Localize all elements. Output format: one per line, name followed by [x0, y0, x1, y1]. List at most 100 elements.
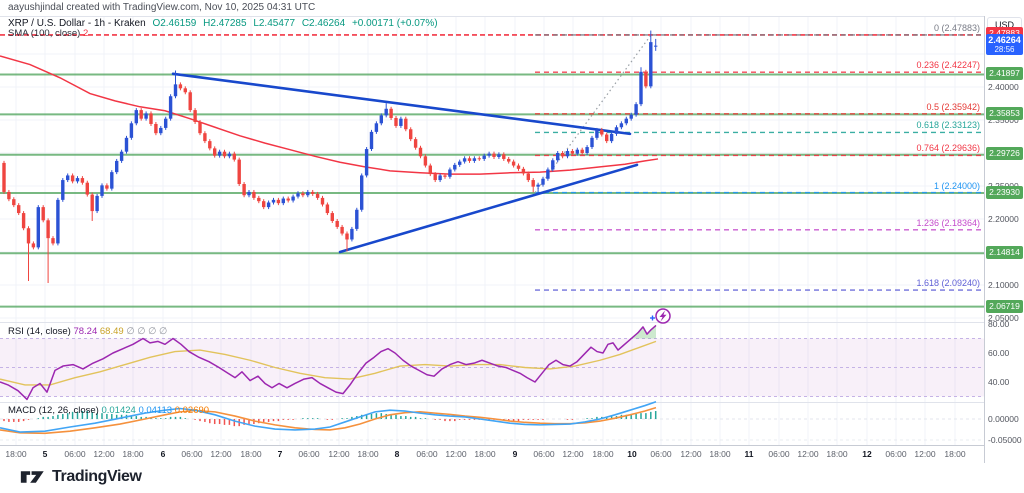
candle-body [56, 199, 60, 244]
candle-body [266, 202, 271, 208]
candle-body [477, 158, 481, 160]
candle-body [497, 154, 501, 157]
candle-body [521, 168, 526, 174]
candle-body [70, 175, 75, 182]
level-price-badge: 2.23930 [986, 186, 1023, 199]
sma-line [0, 55, 659, 175]
fib-level-label: 0.764 (2.29636) [916, 143, 980, 154]
candle-body [462, 158, 467, 162]
tradingview-logo[interactable]: TradingView [20, 467, 142, 487]
candle-body [178, 84, 183, 89]
macd-legend[interactable]: MACD (12, 26, close) 0.01424 0.04113 0.0… [8, 405, 209, 416]
candle-body [301, 193, 305, 196]
candle-body [306, 191, 310, 196]
time-axis-tick: 12 [862, 449, 872, 459]
rsi-empty-values: ∅ ∅ ∅ ∅ [126, 326, 168, 337]
time-axis-tick: 12:00 [328, 449, 350, 459]
rsi-overbought-fill [633, 325, 656, 339]
candle-body [360, 175, 364, 210]
time-axis-tick: 12:00 [210, 449, 232, 459]
candle-body [46, 220, 50, 239]
candle-body [31, 243, 36, 248]
candle-body [325, 204, 330, 214]
candle-body [276, 199, 281, 204]
candle-body [66, 175, 70, 181]
candle-body [222, 151, 227, 157]
candle-body [21, 213, 26, 229]
candle-body [654, 45, 658, 47]
candle-body [36, 207, 40, 248]
sma-label: SMA (100, close) [8, 28, 81, 39]
candle-body [565, 151, 570, 157]
candle-body [502, 154, 506, 159]
fib-level-label: 1.618 (2.09240) [916, 278, 980, 289]
candle-body [271, 199, 276, 203]
time-axis-tick: 12:00 [562, 449, 584, 459]
candle-body [536, 184, 540, 187]
candle-body [531, 180, 535, 187]
level-price-badge: 2.41897 [986, 67, 1023, 80]
fib-level-label: 1.236 (2.18364) [916, 217, 980, 228]
symbol-legend[interactable]: XRP / U.S. Dollar - 1h - Kraken O2.46159… [8, 18, 438, 29]
macd-signal-value: 0.02690 [174, 405, 210, 416]
sma-value: 2 [82, 28, 89, 39]
sma-legend[interactable]: SMA (100, close) 2 [8, 28, 88, 39]
candle-body [409, 129, 413, 140]
time-axis-tick: 12:00 [445, 449, 467, 459]
candle-body [418, 147, 423, 157]
candle-body [129, 123, 134, 138]
macd-histogram-value: 0.01424 [101, 405, 136, 416]
level-price-badge: 2.06719 [986, 300, 1023, 313]
candle-body [85, 182, 89, 195]
candle-body [134, 110, 138, 124]
candle-body [119, 151, 124, 161]
price-axis[interactable]: USD 2.400002.350002.250002.200002.100002… [985, 16, 1024, 463]
candle-body [115, 160, 119, 173]
price-axis-tick: 2.10000 [988, 280, 1019, 290]
ohlc-open: O2.46159 [152, 18, 197, 29]
candle-body [590, 137, 594, 148]
candle-body [281, 198, 285, 204]
candle-body [629, 114, 633, 119]
candle-body [2, 162, 6, 192]
candle-body [570, 151, 575, 154]
candle-body [110, 172, 114, 189]
candle-body [252, 191, 256, 198]
fib-level-label: 0.618 (2.33123) [916, 120, 980, 131]
price-axis-tick: 2.35000 [988, 115, 1019, 125]
candle-body [413, 139, 418, 148]
candle-body [262, 201, 266, 208]
time-axis-tick: 06:00 [768, 449, 790, 459]
candle-body [61, 180, 65, 200]
candle-body [203, 133, 207, 142]
time-axis-tick: 9 [512, 449, 518, 459]
time-axis-tick: 06:00 [650, 449, 672, 459]
candle-body [193, 110, 197, 122]
macd-line [0, 401, 657, 433]
candle-body [404, 118, 408, 130]
rsi-legend[interactable]: RSI (14, close) 78.24 68.49 ∅ ∅ ∅ ∅ [8, 326, 167, 337]
rsi-label: RSI (14, close) [8, 326, 71, 337]
fib-level-label: 0.236 (2.42247) [916, 60, 980, 71]
candle-body [80, 178, 85, 183]
candle-body [95, 195, 99, 212]
candle-body [546, 169, 550, 179]
macd-line-value: 0.04113 [138, 405, 173, 416]
candle-body [384, 108, 388, 116]
tradingview-wordmark: TradingView [52, 468, 142, 485]
candle-body [124, 137, 129, 152]
candle-body [448, 169, 452, 177]
trendline [338, 163, 639, 254]
candle-body [296, 193, 300, 197]
time-axis[interactable]: 18:00 5 06:00 12:00 18:00 6 06:00 12:00 18:00 7 06… [0, 446, 984, 463]
candle-body [482, 155, 486, 159]
price-axis-tick: 2.40000 [988, 82, 1019, 92]
time-axis-tick: 18:00 [5, 449, 27, 459]
candle-body [208, 141, 212, 149]
candle-body [17, 205, 21, 214]
candle-body [394, 118, 398, 126]
time-axis-tick: 18:00 [240, 449, 262, 459]
candle-body [433, 174, 437, 181]
